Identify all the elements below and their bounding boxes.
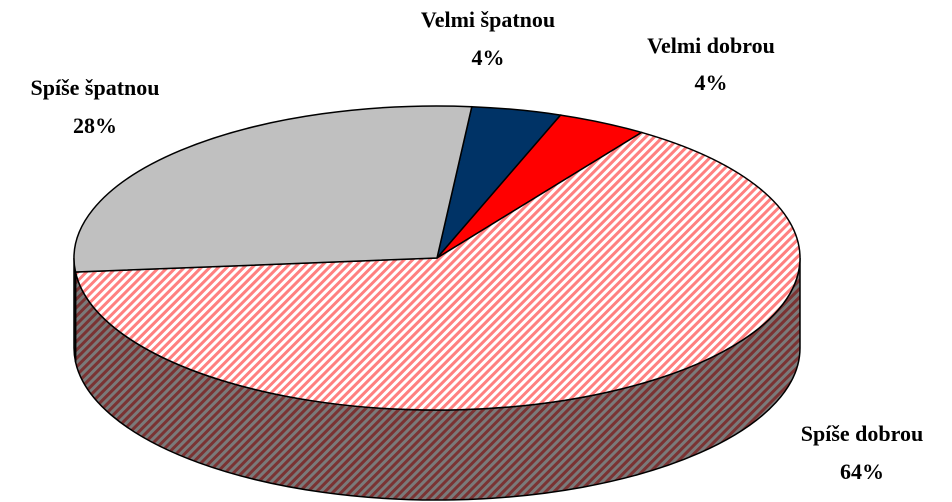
label-name: Spíše špatnou bbox=[30, 75, 159, 100]
label-name: Velmi špatnou bbox=[421, 7, 555, 32]
label-name: Velmi dobrou bbox=[647, 33, 775, 58]
label-value: 28% bbox=[73, 113, 117, 138]
pie bbox=[73, 105, 801, 501]
label-value: 4% bbox=[695, 70, 728, 95]
label-value: 4% bbox=[472, 45, 505, 70]
slice bbox=[74, 131, 801, 411]
slice bbox=[73, 105, 473, 273]
label-value: 64% bbox=[840, 459, 884, 484]
label-name: Spíše dobrou bbox=[801, 421, 923, 446]
